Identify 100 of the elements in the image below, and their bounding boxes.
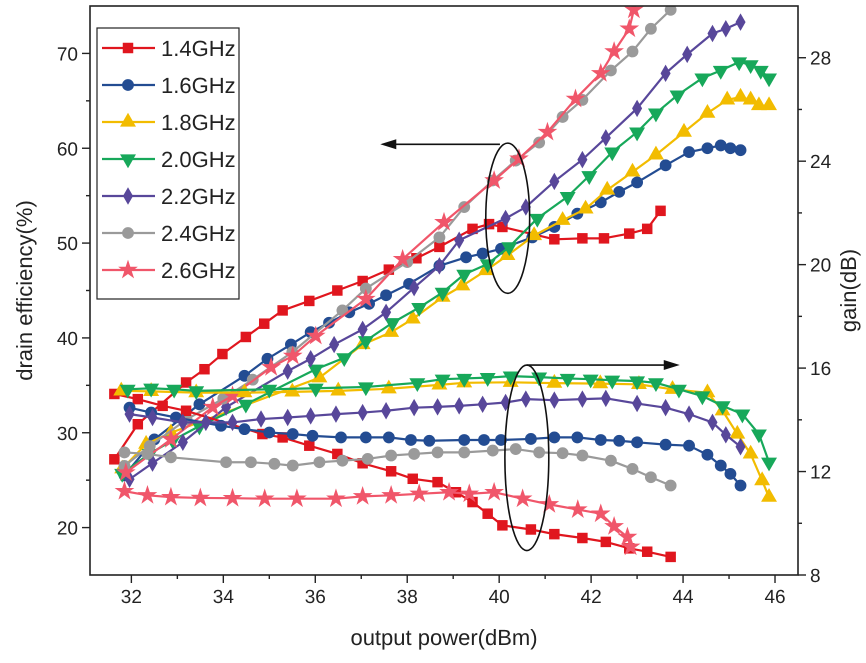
- y-tick-label: 40: [56, 328, 78, 350]
- y2-axis-title: gain(dB): [836, 248, 861, 332]
- point: [164, 451, 177, 464]
- point: [664, 480, 677, 492]
- point: [261, 356, 282, 376]
- point: [409, 483, 430, 502]
- x-tick-label: 36: [304, 587, 326, 608]
- point: [631, 436, 644, 448]
- point: [598, 233, 610, 244]
- point: [642, 546, 652, 557]
- point: [382, 432, 395, 444]
- x-tick-label: 44: [672, 587, 694, 608]
- point: [380, 289, 392, 302]
- point: [268, 458, 280, 470]
- y2-tick-label: 28: [810, 48, 832, 70]
- point: [577, 233, 588, 244]
- point: [254, 488, 275, 508]
- x-tick-label: 32: [120, 587, 142, 608]
- point: [116, 462, 136, 481]
- x-tick-label: 34: [212, 587, 234, 608]
- point: [381, 484, 402, 504]
- point: [604, 41, 624, 60]
- point: [138, 484, 158, 504]
- y-tick-label: 70: [56, 44, 78, 66]
- point: [590, 503, 611, 522]
- point: [360, 432, 372, 444]
- point: [458, 446, 470, 458]
- point: [510, 443, 522, 455]
- point: [734, 480, 746, 492]
- point: [724, 468, 736, 480]
- point: [326, 488, 346, 508]
- point: [476, 248, 489, 260]
- point: [590, 62, 611, 82]
- point: [660, 159, 672, 172]
- point: [432, 446, 444, 458]
- legend-label: 1.8GHz: [161, 110, 236, 135]
- point: [714, 460, 727, 472]
- point: [336, 454, 348, 467]
- point: [132, 418, 144, 430]
- x-tick-label: 38: [396, 587, 418, 608]
- point: [180, 406, 192, 416]
- point: [724, 142, 736, 154]
- point: [304, 296, 315, 306]
- point: [335, 432, 347, 444]
- point: [604, 454, 617, 467]
- point: [142, 448, 154, 460]
- point: [306, 326, 326, 344]
- point: [683, 440, 695, 452]
- point: [199, 364, 210, 374]
- point: [244, 456, 257, 468]
- point: [512, 488, 532, 508]
- point: [626, 463, 638, 475]
- y2-tick-label: 8: [810, 566, 821, 587]
- point: [497, 520, 508, 531]
- point: [734, 144, 746, 156]
- point: [484, 482, 504, 501]
- point: [486, 444, 499, 456]
- legend-label: 2.6GHz: [161, 258, 236, 283]
- y2-tick-label: 24: [810, 152, 832, 174]
- point: [631, 176, 644, 188]
- legend-label: 2.0GHz: [161, 147, 236, 172]
- point: [114, 480, 134, 500]
- point: [683, 146, 695, 158]
- point: [286, 428, 299, 440]
- point: [482, 508, 493, 519]
- point: [600, 536, 612, 548]
- y2-tick-label: 12: [810, 462, 832, 484]
- point: [571, 432, 584, 444]
- point: [109, 454, 120, 465]
- point: [533, 446, 546, 458]
- point: [433, 231, 446, 244]
- point: [157, 400, 168, 412]
- point: [619, 18, 640, 38]
- point: [263, 426, 276, 438]
- point: [460, 251, 472, 264]
- point: [194, 398, 206, 410]
- point: [408, 448, 420, 460]
- point: [423, 434, 436, 447]
- point: [524, 433, 537, 445]
- x-tick-label: 40: [488, 587, 510, 608]
- y2-tick-label: 16: [810, 359, 832, 380]
- point: [613, 434, 626, 447]
- point: [644, 22, 657, 35]
- point: [304, 440, 315, 451]
- x-tick-label: 46: [764, 587, 786, 608]
- point: [548, 432, 560, 444]
- point: [626, 46, 638, 58]
- point: [356, 288, 376, 308]
- point: [385, 450, 398, 462]
- point: [282, 346, 303, 364]
- point: [458, 434, 470, 446]
- point: [538, 122, 558, 141]
- point: [362, 452, 374, 465]
- point: [202, 396, 223, 416]
- point: [161, 429, 181, 448]
- y-tick-label: 50: [56, 234, 78, 256]
- point: [549, 528, 560, 540]
- point: [190, 488, 210, 506]
- point: [702, 142, 714, 154]
- point: [577, 532, 588, 544]
